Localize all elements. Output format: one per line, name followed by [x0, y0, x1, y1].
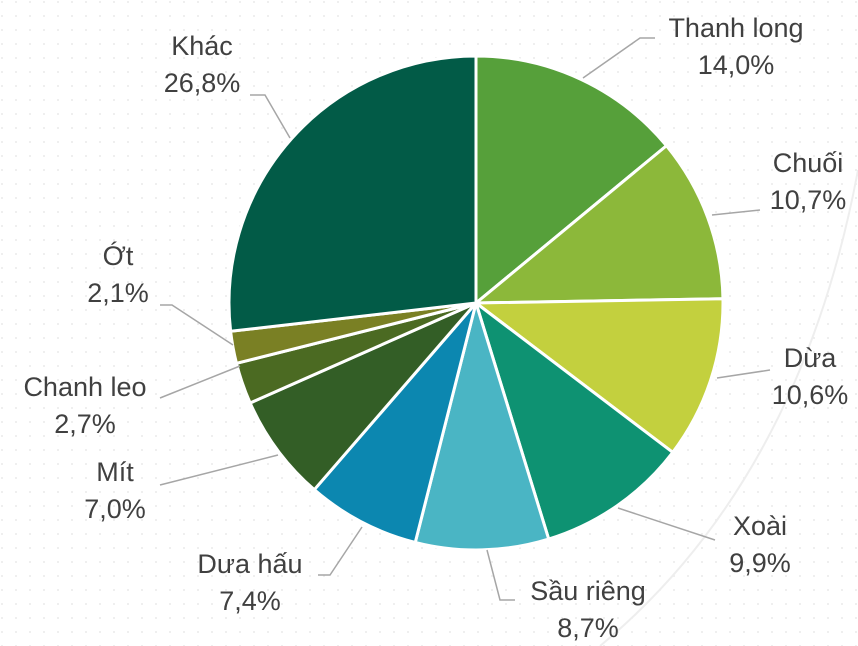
value-label: 26,8% [164, 68, 241, 98]
category-label: Ớt [103, 240, 134, 271]
value-label: 7,0% [84, 494, 146, 524]
pie-slice [413, 301, 551, 552]
value-label: 10,7% [770, 185, 847, 215]
decor-curve [599, 169, 858, 646]
value-label: 9,9% [729, 548, 791, 578]
pie-slice [474, 301, 675, 541]
leader-line [250, 94, 291, 139]
value-label: 8,7% [557, 613, 619, 643]
pie-slice [312, 301, 478, 544]
pie-slice [227, 54, 478, 333]
leader-line [159, 454, 279, 486]
value-label: 2,1% [87, 278, 149, 308]
leader-line [711, 209, 761, 216]
leader-line [486, 549, 515, 601]
category-label: Chanh leo [23, 372, 146, 402]
pie-slice [474, 144, 725, 305]
leader-line [716, 369, 771, 379]
category-label: Xoài [733, 511, 787, 541]
value-label: 2,7% [54, 409, 116, 439]
category-label: Chuối [773, 148, 844, 178]
leader-line [160, 304, 234, 346]
leader-line [582, 37, 655, 79]
category-label: Thanh long [668, 13, 803, 43]
category-label: Dừa [784, 343, 838, 373]
value-label: 7,4% [219, 586, 281, 616]
leader-line [159, 365, 241, 399]
pie-slice [474, 297, 725, 454]
category-label: Sầu riêng [530, 576, 646, 606]
value-label: 10,6% [772, 380, 849, 410]
category-label: Khác [171, 31, 233, 61]
pie-slice [248, 301, 478, 492]
leader-line [318, 526, 363, 576]
category-label: Dưa hấu [197, 549, 302, 579]
value-label: 14,0% [698, 50, 775, 80]
leader-line [617, 507, 716, 541]
pie-slice [474, 54, 668, 305]
category-label: Mít [96, 457, 134, 487]
